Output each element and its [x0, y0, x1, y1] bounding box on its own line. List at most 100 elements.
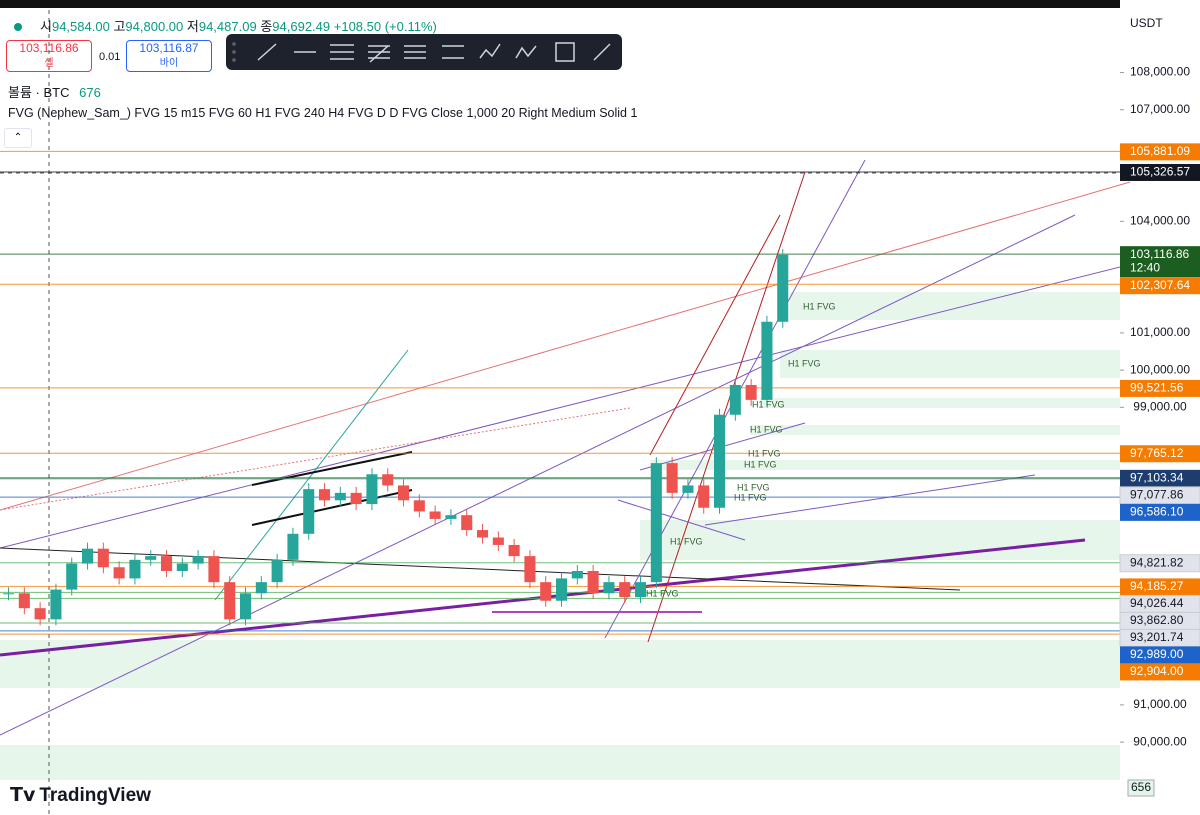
candle [255, 582, 267, 594]
y-tick-label: 108,000.00 [1130, 65, 1190, 79]
y-tick-label: 90,000.00 [1133, 734, 1187, 748]
label: 시 [40, 19, 52, 34]
candle [34, 608, 46, 620]
candle [682, 485, 694, 493]
price-tag [1120, 277, 1200, 295]
trend-lines [0, 10, 1200, 815]
volume-tag [1127, 779, 1155, 797]
candle [145, 556, 157, 560]
candle [698, 485, 710, 508]
fvg-label: H1 FVG [737, 482, 770, 492]
brand-name: TradingView [39, 785, 151, 806]
value: 94,692.49 [272, 19, 331, 34]
sell-price: 103,116.86 [19, 41, 79, 55]
price-tag-label: 94,026.44 [1130, 596, 1184, 610]
candle [129, 559, 141, 579]
candle [287, 533, 299, 560]
fvg-label: H1 FVG [748, 448, 781, 458]
top-bar [0, 0, 1200, 8]
candle [508, 544, 520, 557]
candle [635, 582, 647, 598]
candle [524, 556, 536, 583]
candle [382, 474, 394, 486]
price-tag [1120, 143, 1200, 161]
candle [745, 384, 757, 400]
candle [334, 492, 346, 501]
candle [619, 582, 631, 598]
price-tag-label: 105,881.09 [1130, 144, 1190, 158]
fvg-zones [0, 292, 1120, 780]
price-tag-label: 94,821.82 [1130, 555, 1184, 569]
candle [82, 548, 94, 564]
spread: 0.01 [99, 51, 121, 63]
y-tick-label: 107,000.00 [1130, 102, 1190, 116]
price-tag [1120, 445, 1200, 463]
volume-tag-label: 656 [1131, 780, 1151, 794]
price-tag [1120, 646, 1200, 664]
price-tag [1120, 663, 1200, 681]
price-tag-label: 93,862.80 [1130, 613, 1184, 627]
fvg-label: H1 FVG [750, 424, 783, 434]
candle [461, 515, 473, 531]
candle [50, 589, 62, 620]
candle [271, 559, 283, 583]
candle [66, 563, 78, 590]
fvg-label: H1 FVG [744, 459, 777, 469]
candle [350, 492, 362, 505]
sell-button[interactable]: 103,116.86 셀 [6, 40, 92, 72]
candle [113, 567, 125, 579]
sell-label: 셀 [44, 58, 54, 69]
change: +108.50 (+0.11%) [333, 19, 437, 34]
candle [477, 530, 489, 538]
fvg-label: H1 FVG [670, 536, 703, 546]
drawing-toolbar [226, 34, 622, 70]
candle [571, 570, 583, 579]
buy-button[interactable]: 103,116.87 바이 [126, 40, 212, 72]
candle [587, 570, 599, 594]
candle [761, 321, 773, 400]
toolbar-icons [232, 42, 611, 63]
candle [445, 515, 457, 519]
price-axis: 108,000.00 107,000.00 104,000.00 101,000.00… [1119, 65, 1200, 797]
price-tag-label: 97,765.12 [1130, 446, 1184, 460]
y-tick-label: 91,000.00 [1133, 697, 1187, 711]
candle [413, 500, 425, 512]
candle [97, 548, 109, 568]
candle [666, 463, 678, 493]
candle [161, 556, 173, 571]
countdown: 12:40 [1130, 260, 1160, 274]
candle [18, 593, 30, 609]
label: 저 [186, 19, 199, 34]
collapse-button[interactable]: ⌃ [4, 128, 32, 148]
candle [729, 384, 741, 415]
volume-legend: 볼륨 · BTC 676 [8, 82, 101, 101]
price-tag-label: 96,586.10 [1130, 505, 1184, 519]
candle [224, 582, 236, 620]
price-tag [1119, 554, 1200, 573]
candle [3, 593, 15, 595]
candle [303, 489, 315, 534]
ohlc: 시94,584.00 고94,800.00 저94,487.09 종94,692… [14, 16, 437, 35]
buy-label: 바이 [159, 58, 179, 69]
y-tick-label: 101,000.00 [1130, 325, 1190, 339]
candles [3, 248, 789, 626]
candle [208, 556, 220, 583]
candle [398, 485, 410, 501]
volume-value: 676 [79, 85, 101, 100]
candle [240, 593, 252, 620]
candle [429, 511, 441, 519]
y-tick-label: 104,000.00 [1130, 213, 1190, 227]
value: 94,487.09 [198, 19, 257, 34]
candle [176, 563, 188, 571]
price-tag [1120, 163, 1200, 181]
price-tag-label: 99,521.56 [1130, 381, 1184, 395]
price-tag [1120, 469, 1200, 487]
price-tag [1120, 503, 1200, 521]
candle [192, 556, 204, 564]
price-tag [1120, 379, 1200, 397]
candle [556, 578, 568, 601]
fvg-label: H1 FVG [752, 399, 785, 409]
currency[interactable]: USDT [1130, 16, 1163, 30]
